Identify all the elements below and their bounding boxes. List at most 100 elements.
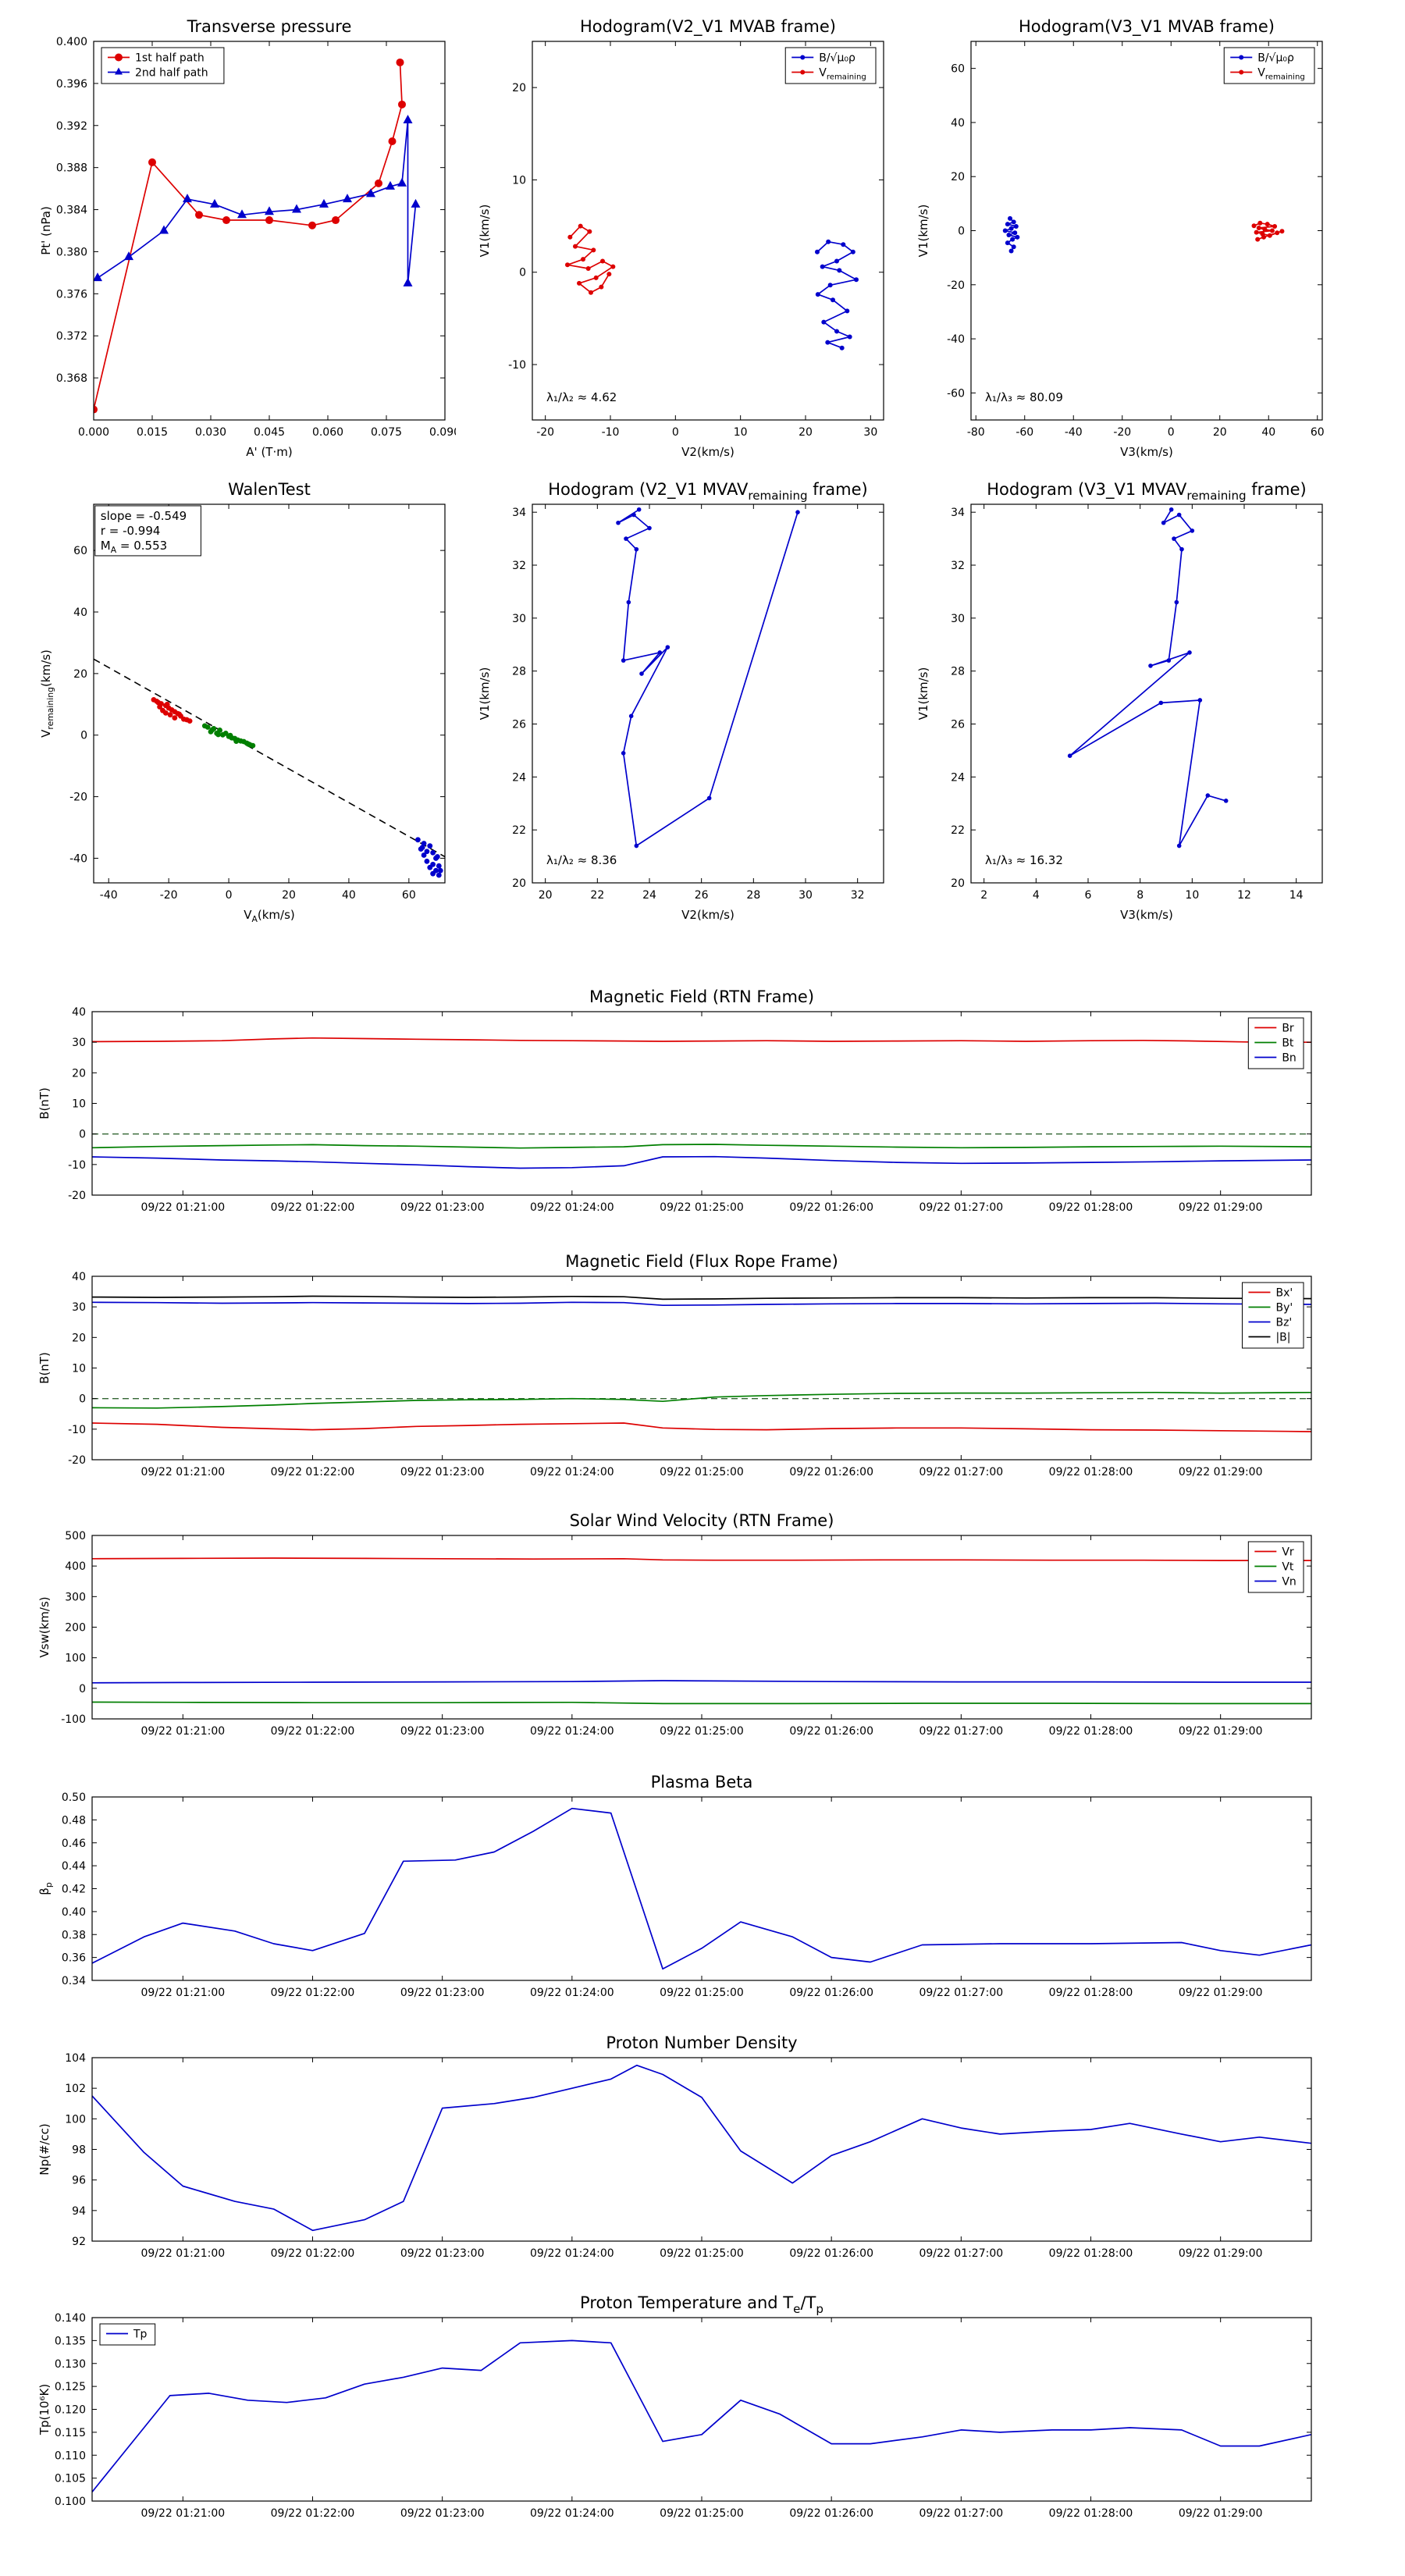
svg-text:0.42: 0.42 [62,1884,86,1896]
proton-density-canvas: 09/22 01:21:00 09/22 01:22:00 09/22 01:23:… [37,2033,1312,2260]
svg-text:92: 92 [72,2236,86,2248]
svg-text:r = -0.994: r = -0.994 [101,524,161,538]
svg-text:09/22 01:24:00: 09/22 01:24:00 [530,1725,614,1738]
svg-text:0.400: 0.400 [56,36,87,48]
svg-text:09/22 01:21:00: 09/22 01:21:00 [140,2507,225,2520]
svg-text:0: 0 [1168,426,1175,439]
svg-text:26: 26 [951,719,965,731]
svg-text:V1(km/s): V1(km/s) [916,205,930,258]
svg-text:A' (T·m): A' (T·m) [246,445,292,459]
svg-text:09/22 01:26:00: 09/22 01:26:00 [789,1987,873,1999]
svg-text:09/22 01:29:00: 09/22 01:29:00 [1179,1725,1263,1738]
svg-text:09/22 01:25:00: 09/22 01:25:00 [660,1987,744,1999]
svg-text:09/22 01:26:00: 09/22 01:26:00 [789,1725,873,1738]
svg-text:30: 30 [72,1301,86,1314]
svg-text:Hodogram(V3_V1 MVAB frame): Hodogram(V3_V1 MVAB frame) [1019,17,1275,37]
svg-text:28: 28 [512,666,526,678]
chart-hodogram-v2v1-mvav: 20 22 24 26 28 30 32 20 22 24 26 28 30 32 34 Hodogram (… [470,478,895,927]
svg-text:Vremaining: Vremaining [1257,67,1305,82]
svg-text:0.130: 0.130 [55,2358,86,2371]
svg-text:26: 26 [695,889,709,902]
svg-text:40: 40 [73,607,87,619]
svg-text:0: 0 [79,1393,86,1406]
svg-text:Bz': Bz' [1275,1317,1292,1329]
svg-text:09/22 01:23:00: 09/22 01:23:00 [400,2247,485,2260]
svg-text:10: 10 [1185,889,1199,902]
svg-text:-20: -20 [536,426,554,439]
chart-solar-wind-velocity: 09/22 01:21:00 09/22 01:22:00 09/22 01:23:… [30,1509,1324,1745]
svg-text:0: 0 [672,426,679,439]
svg-text:09/22 01:24:00: 09/22 01:24:00 [530,2247,614,2260]
svg-text:200: 200 [65,1622,86,1635]
svg-text:60: 60 [1311,426,1325,439]
svg-text:34: 34 [951,507,965,519]
svg-text:20: 20 [1213,426,1227,439]
svg-text:09/22 01:25:00: 09/22 01:25:00 [660,1725,744,1738]
svg-text:0: 0 [226,889,233,902]
svg-text:30: 30 [72,1037,86,1049]
svg-text:09/22 01:28:00: 09/22 01:28:00 [1049,1201,1133,1214]
svg-text:Solar Wind Velocity (RTN Frame: Solar Wind Velocity (RTN Frame) [570,1511,834,1530]
svg-text:20: 20 [73,668,87,681]
chart-proton-temperature: 09/22 01:21:00 09/22 01:22:00 09/22 01:23:… [30,2291,1324,2528]
svg-text:B/√μ₀ρ: B/√μ₀ρ [1257,52,1294,65]
svg-text:09/22 01:28:00: 09/22 01:28:00 [1049,2507,1133,2520]
svg-text:0.000: 0.000 [78,426,109,439]
svg-text:Vn: Vn [1282,1576,1296,1589]
svg-text:09/22 01:22:00: 09/22 01:22:00 [271,1725,355,1738]
svg-text:slope = -0.549: slope = -0.549 [101,509,187,523]
svg-text:09/22 01:29:00: 09/22 01:29:00 [1179,1201,1263,1214]
svg-text:0.388: 0.388 [56,162,87,175]
svg-text:Plasma Beta: Plasma Beta [651,1773,753,1791]
svg-text:Vr: Vr [1282,1546,1294,1559]
chart-plasma-beta: 09/22 01:21:00 09/22 01:22:00 09/22 01:23:… [30,1770,1324,2007]
svg-text:20: 20 [72,1067,86,1080]
svg-text:0.120: 0.120 [55,2404,86,2417]
svg-text:34: 34 [512,507,526,519]
svg-text:40: 40 [72,1271,86,1283]
hodogram-v3v1-mvab-canvas: -80 -60 -40 -20 0 20 40 60 -60 -40 -20 0 20 40 60 Hodog… [916,17,1325,459]
svg-text:Vsw(km/s): Vsw(km/s) [37,1596,52,1657]
svg-text:0.045: 0.045 [254,426,285,439]
svg-text:0.015: 0.015 [137,426,168,439]
svg-text:0.50: 0.50 [62,1791,86,1804]
svg-text:0.135: 0.135 [55,2335,86,2347]
svg-text:32: 32 [512,560,526,572]
svg-text:09/22 01:23:00: 09/22 01:23:00 [400,1201,485,1214]
svg-text:20: 20 [282,889,296,902]
svg-text:V3(km/s): V3(km/s) [1120,445,1173,459]
svg-text:09/22 01:27:00: 09/22 01:27:00 [919,1987,1003,1999]
svg-text:22: 22 [951,824,965,837]
svg-text:8: 8 [1136,889,1144,902]
svg-text:Br: Br [1282,1023,1294,1035]
svg-text:0.396: 0.396 [56,78,87,91]
plasma-beta-canvas: 09/22 01:21:00 09/22 01:22:00 09/22 01:23:… [37,1773,1312,1999]
svg-text:09/22 01:23:00: 09/22 01:23:00 [400,1725,485,1738]
chart-transverse-pressure: 0.000 0.015 0.030 0.045 0.060 0.075 0.090 0.368… [31,15,461,464]
svg-text:V1(km/s): V1(km/s) [478,667,492,720]
svg-text:1st half path: 1st half path [135,52,205,65]
svg-text:-10: -10 [602,426,620,439]
chart-walen-test: -40 -20 0 20 40 60 -40 -20 0 20 40 60 WalenTest VA(km… [31,478,456,927]
svg-text:09/22 01:23:00: 09/22 01:23:00 [400,1466,485,1478]
svg-text:40: 40 [72,1006,86,1019]
svg-text:0.115: 0.115 [55,2427,86,2439]
svg-text:09/22 01:21:00: 09/22 01:21:00 [140,1201,225,1214]
hodogram-v2v1-mvab-canvas: -20 -10 0 10 20 30 -10 0 10 20 Hodogram(V2_V1 MVAB… [478,17,884,459]
svg-text:60: 60 [73,545,87,557]
svg-text:-80: -80 [967,426,985,439]
svg-text:-20: -20 [947,279,965,292]
svg-text:-20: -20 [69,792,87,804]
svg-text:09/22 01:26:00: 09/22 01:26:00 [789,2247,873,2260]
svg-text:0.46: 0.46 [62,1838,86,1850]
chart-proton-number-density: 09/22 01:21:00 09/22 01:22:00 09/22 01:23:… [30,2031,1324,2268]
svg-text:λ₁/λ₃ ≈ 80.09: λ₁/λ₃ ≈ 80.09 [985,390,1063,404]
svg-text:102: 102 [65,2083,86,2095]
svg-text:40: 40 [951,117,965,130]
chart-magnetic-field-rtn: 09/22 01:21:00 09/22 01:22:00 09/22 01:23:… [30,985,1324,1222]
svg-text:09/22 01:25:00: 09/22 01:25:00 [660,1466,744,1478]
svg-text:Tp(10⁶K): Tp(10⁶K) [37,2384,52,2435]
svg-text:400: 400 [65,1560,86,1573]
svg-text:Bt: Bt [1282,1037,1294,1050]
